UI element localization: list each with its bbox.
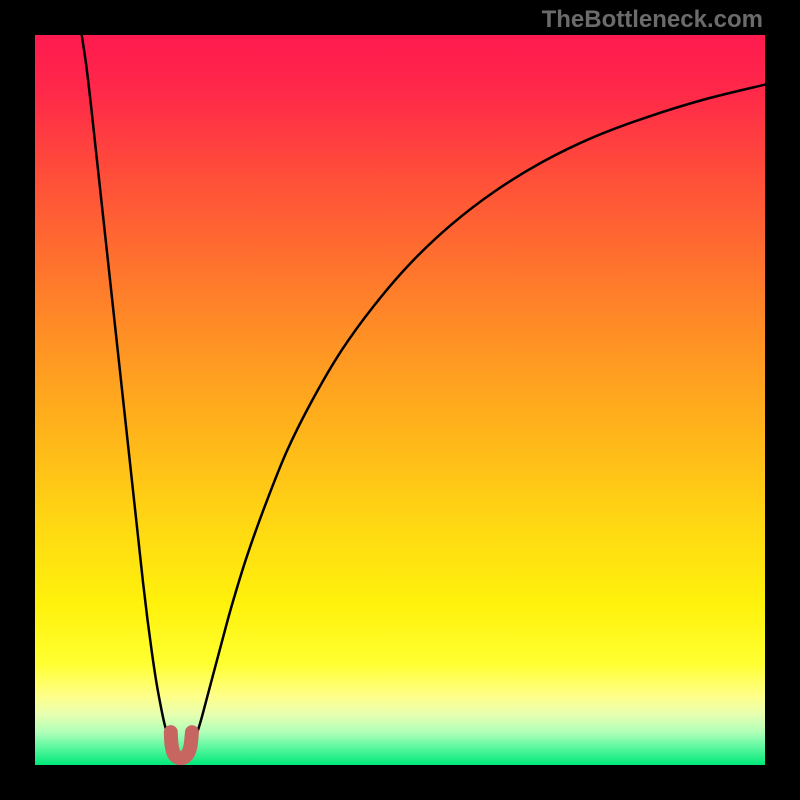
watermark-text: TheBottleneck.com [542,6,763,34]
chart-stage: TheBottleneck.com [0,0,800,800]
plot-background [35,35,765,765]
chart-plot [0,0,800,800]
